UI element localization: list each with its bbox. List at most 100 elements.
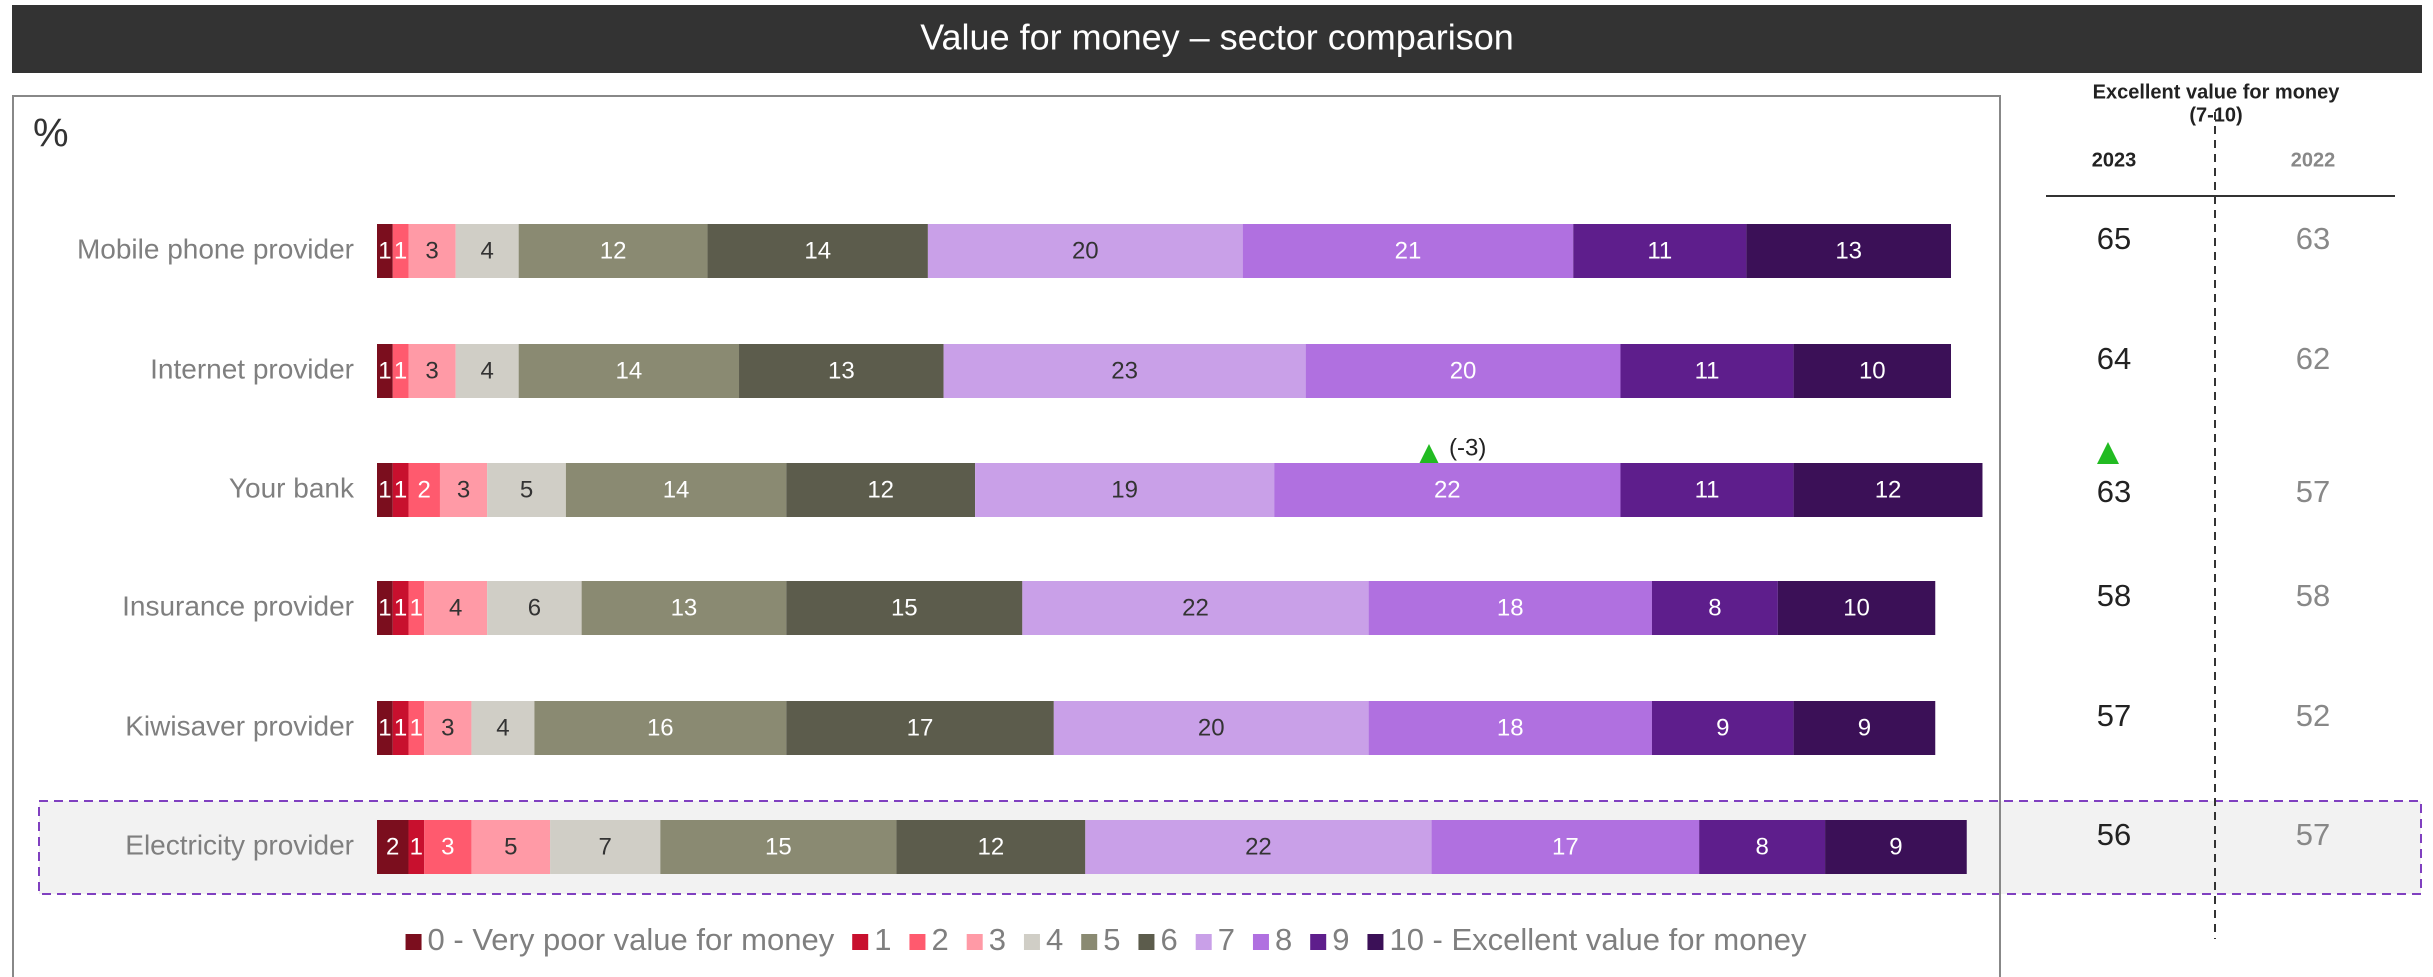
change-marker [1418, 444, 1440, 466]
legend-swatch [1310, 934, 1327, 950]
legend-swatch [1252, 934, 1269, 950]
legend-label: 3 [989, 922, 1006, 957]
legend-label: 9 [1332, 922, 1349, 957]
value-label: 18 [1497, 594, 1524, 621]
bar-segment [1651, 581, 1778, 635]
annotation: (-3) [1449, 434, 1486, 461]
value-label: 1 [410, 833, 423, 860]
value-label: 11 [1647, 237, 1672, 264]
value-label: 1 [378, 594, 391, 621]
title-bar [12, 5, 2422, 73]
value-label: 4 [481, 237, 494, 264]
bar-segment [707, 224, 928, 278]
chart-title: Value for money – sector comparison [920, 17, 1514, 58]
bar-segment [471, 701, 535, 755]
value-label: 22 [1182, 594, 1209, 621]
bar-segment [581, 581, 787, 635]
value-label: 11 [1695, 476, 1720, 503]
bar-segment [943, 344, 1306, 398]
table-value: 62 [2296, 341, 2330, 376]
value-label: 1 [394, 357, 407, 384]
value-label: 15 [891, 594, 918, 621]
column-header: 2022 [2291, 149, 2336, 171]
value-label: 14 [615, 357, 642, 384]
bar-segment [487, 463, 566, 517]
bar-segment [1022, 581, 1369, 635]
table-value: 52 [2296, 698, 2330, 733]
bar-segment [1620, 463, 1794, 517]
bar-segment [786, 581, 1023, 635]
change-marker [2097, 442, 2119, 464]
bar-segment [377, 820, 409, 874]
value-label: 6 [528, 594, 541, 621]
bar-segment [408, 581, 425, 635]
value-label: 8 [1708, 594, 1721, 621]
bar-segment [1825, 820, 1967, 874]
value-label: 3 [441, 714, 454, 741]
legend-label: 4 [1046, 922, 1063, 957]
bar-segment [1699, 820, 1826, 874]
bar-segment [408, 701, 425, 755]
bar-segment [487, 581, 582, 635]
legend-swatch [1138, 934, 1155, 950]
value-label: 10 [1843, 594, 1870, 621]
table-value: 65 [2097, 221, 2131, 256]
value-label: 9 [1716, 714, 1729, 741]
value-label: 12 [1875, 476, 1902, 503]
bar-segment [975, 463, 1275, 517]
legend-label: 6 [1160, 922, 1177, 957]
bar-segment [377, 463, 393, 517]
legend-label: 0 - Very poor value for money [428, 922, 835, 957]
category-label: Your bank [229, 472, 355, 503]
value-label: 1 [410, 594, 423, 621]
bar-segment [1368, 701, 1652, 755]
value-label: 13 [671, 594, 698, 621]
bar-segment [392, 581, 409, 635]
value-label: 14 [663, 476, 690, 503]
table-value: 63 [2097, 474, 2131, 509]
category-label: Electricity provider [125, 829, 354, 860]
bar-segment [786, 701, 1054, 755]
bar-segment [439, 463, 488, 517]
legend-swatch [909, 934, 926, 950]
bar-segment [518, 344, 740, 398]
bar-segment [1274, 463, 1621, 517]
bar-segment [377, 344, 393, 398]
value-label: 12 [600, 237, 627, 264]
bar-segment [1793, 701, 1936, 755]
value-label: 23 [1111, 357, 1138, 384]
bar-segment [1793, 463, 1983, 517]
value-label: 3 [441, 833, 454, 860]
chart-frame [12, 95, 2001, 977]
legend-label: 7 [1218, 922, 1235, 957]
value-label: 1 [410, 714, 423, 741]
bar-segment [392, 463, 409, 517]
legend-swatch [1081, 934, 1098, 950]
bar-segment [392, 701, 409, 755]
bar-segment [518, 224, 708, 278]
value-label: 2 [418, 476, 431, 503]
bar-segment [1431, 820, 1700, 874]
value-label: 1 [378, 237, 391, 264]
value-label: 4 [449, 594, 462, 621]
legend-swatch [852, 934, 869, 950]
bar-segment [1305, 344, 1621, 398]
value-label: 1 [394, 237, 407, 264]
legend-label: 2 [931, 922, 948, 957]
value-label: 3 [425, 357, 438, 384]
bar-segment [550, 820, 661, 874]
bar-segment [408, 463, 440, 517]
category-label: Mobile phone provider [77, 233, 354, 264]
bar-segment [377, 581, 393, 635]
value-label: 22 [1245, 833, 1272, 860]
value-label: 14 [804, 237, 831, 264]
value-label: 3 [425, 237, 438, 264]
bar-segment [1620, 344, 1794, 398]
bar-segment [1746, 224, 1951, 278]
value-label: 20 [1072, 237, 1099, 264]
table-value: 57 [2296, 474, 2330, 509]
bar-segment [408, 820, 425, 874]
value-label: 9 [1858, 714, 1871, 741]
bar-segment [565, 463, 787, 517]
